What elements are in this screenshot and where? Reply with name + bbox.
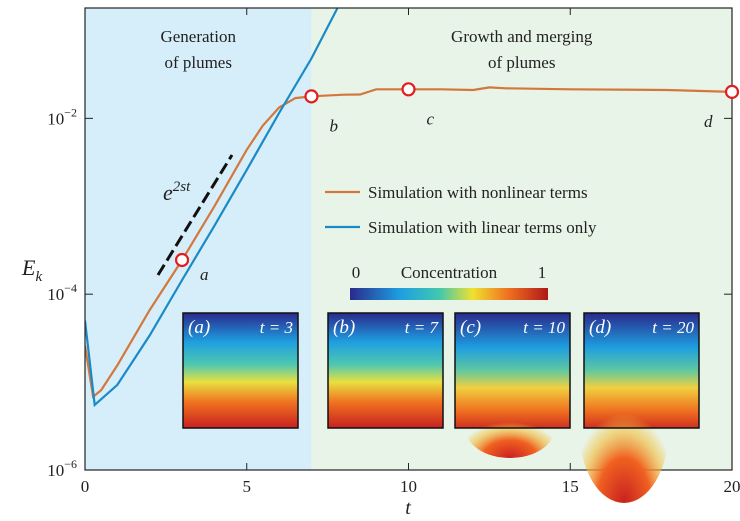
colorbar-title: Concentration bbox=[401, 263, 498, 282]
region-label: Growth and merging bbox=[451, 27, 593, 46]
slope-line bbox=[156, 154, 234, 276]
x-tick-label: 5 bbox=[243, 477, 252, 496]
inset-label: (d) bbox=[589, 317, 611, 338]
inset-frame bbox=[327, 312, 444, 429]
region-label: of plumes bbox=[488, 53, 556, 72]
y-tick-base: 10 bbox=[47, 109, 64, 128]
y-tick-label: 10−4 bbox=[47, 281, 77, 304]
colorbar bbox=[350, 288, 548, 300]
marker-label: a bbox=[200, 265, 209, 284]
x-tick-label: 20 bbox=[724, 477, 740, 496]
inset-frame bbox=[454, 312, 571, 429]
y-tick-base: 10 bbox=[47, 461, 64, 480]
y-tick-exponent: −6 bbox=[64, 457, 77, 471]
colorbar-min: 0 bbox=[352, 263, 361, 282]
marker-label: b bbox=[329, 116, 338, 135]
y-tick-exponent: −4 bbox=[64, 281, 77, 295]
marker bbox=[401, 82, 416, 97]
y-axis-label: Ek bbox=[21, 255, 42, 285]
inset-frame bbox=[182, 312, 299, 429]
y-tick-label: 10−6 bbox=[47, 457, 77, 480]
legend-label: Simulation with nonlinear terms bbox=[368, 183, 588, 202]
series-line bbox=[85, 8, 339, 408]
legend-label: Simulation with linear terms only bbox=[368, 218, 597, 237]
region-label: of plumes bbox=[164, 53, 232, 72]
inset-time: t = 10 bbox=[523, 318, 565, 337]
y-tick-exponent: −2 bbox=[64, 105, 77, 119]
marker bbox=[724, 84, 740, 99]
inset-image bbox=[328, 313, 443, 428]
plot-frame bbox=[84, 7, 733, 471]
inset-frame bbox=[583, 312, 700, 429]
y-tick-base: 10 bbox=[47, 285, 64, 304]
region-label: Generation bbox=[160, 27, 236, 46]
annotation: e2st bbox=[163, 179, 191, 205]
x-tick-label: 10 bbox=[400, 477, 417, 496]
x-tick-label: 15 bbox=[562, 477, 579, 496]
inset-label: (c) bbox=[460, 317, 481, 338]
marker bbox=[304, 89, 319, 104]
y-tick-label: 10−2 bbox=[47, 105, 77, 128]
x-axis-label: t bbox=[405, 497, 411, 519]
marker-label: d bbox=[704, 112, 713, 131]
marker bbox=[174, 252, 190, 268]
inset-time: t = 3 bbox=[260, 318, 293, 337]
inset-image bbox=[183, 313, 298, 428]
marker-label: c bbox=[427, 109, 435, 128]
colorbar-max: 1 bbox=[538, 263, 547, 282]
inset-time: t = 7 bbox=[405, 318, 440, 337]
inset-label: (a) bbox=[188, 317, 210, 338]
x-tick-label: 0 bbox=[81, 477, 90, 496]
inset-label: (b) bbox=[333, 317, 355, 338]
inset-time: t = 20 bbox=[652, 318, 694, 337]
